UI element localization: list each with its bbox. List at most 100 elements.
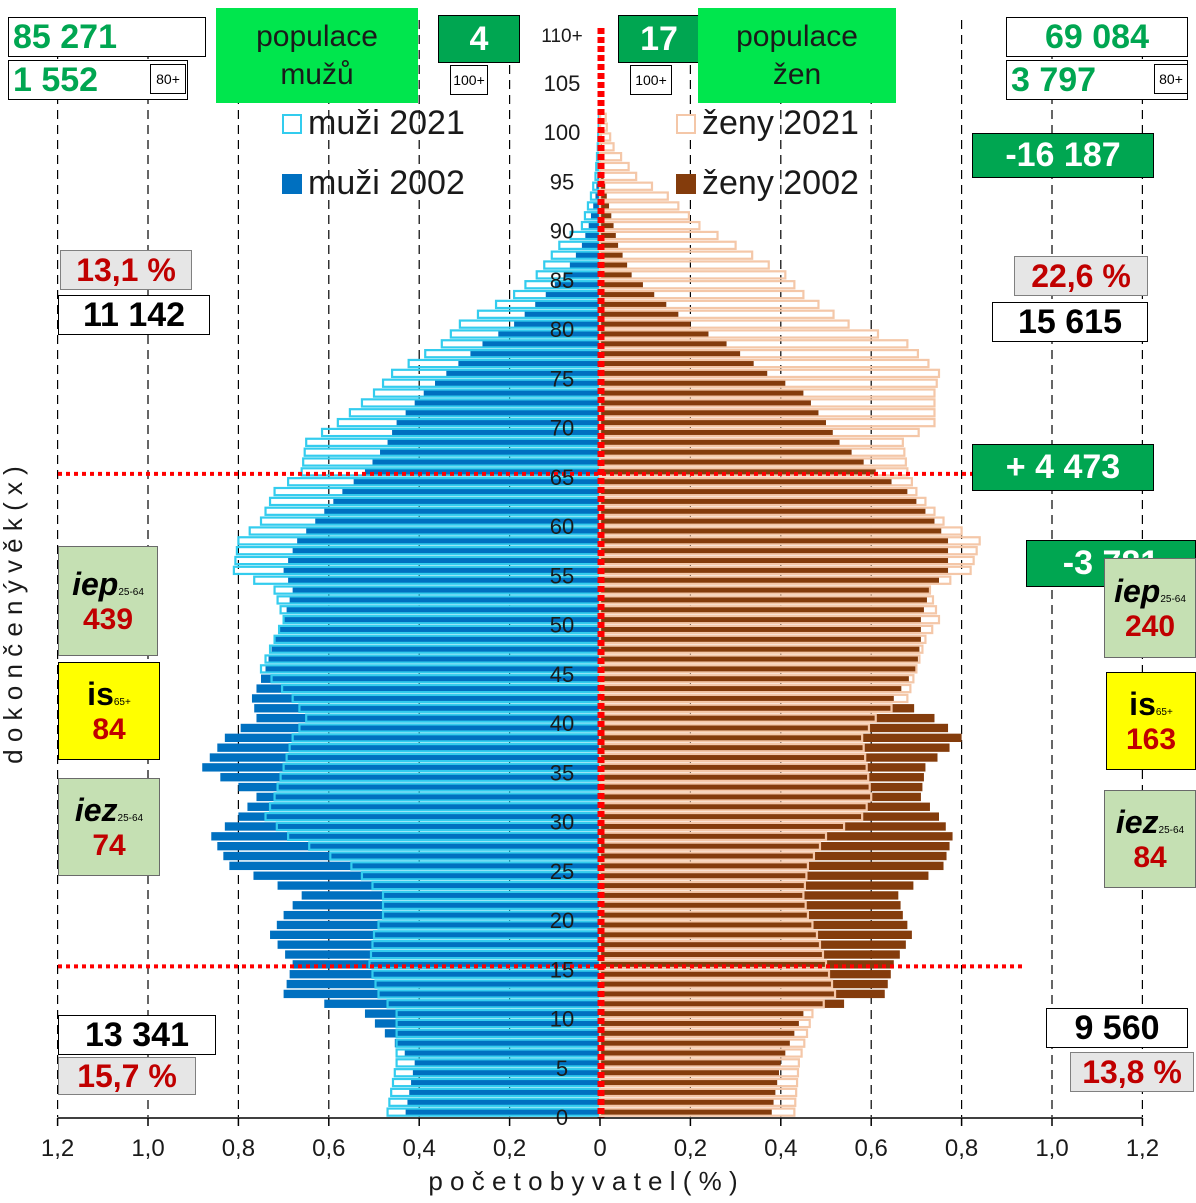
bar-women-2002-age-1 bbox=[600, 1098, 774, 1107]
bar-men-2002-age-3 bbox=[411, 1078, 600, 1087]
women-senior-pct: 22,6 % bbox=[1031, 257, 1131, 294]
women-iep-value: 240 bbox=[1124, 609, 1176, 643]
diff-top-box: -16 187 bbox=[972, 133, 1154, 178]
bar-women-2002-age-27 bbox=[600, 842, 950, 851]
bar-men-2002-age-54 bbox=[288, 576, 600, 585]
bar-women-2021-age-88 bbox=[598, 240, 737, 251]
bar-women-2002-age-3 bbox=[600, 1078, 778, 1087]
x-axis: 1,2 1,0 0,8 0,6 0,4 0,2 0 0,2 0,4 0,6 0,8 1,0 1,2 bbox=[41, 1117, 1159, 1162]
bar-men-2002-age-14 bbox=[289, 970, 600, 979]
bar-women-2002-age-66 bbox=[600, 457, 864, 467]
bar-men-2002-age-49 bbox=[279, 625, 600, 634]
bar-women-2002-age-25 bbox=[600, 861, 944, 871]
men-senior-count-box: 11 142 bbox=[58, 295, 210, 335]
bar-women-2002-age-81 bbox=[600, 310, 679, 319]
y-tick-label-30: 30 bbox=[550, 810, 574, 835]
bar-women-2021-age-5 bbox=[598, 1058, 800, 1068]
bar-women-2002-age-46 bbox=[600, 654, 918, 664]
bar-men-2002-age-41 bbox=[254, 704, 600, 713]
bar-men-2002-age-45 bbox=[265, 664, 600, 674]
men-iez-indicator: iez25-64 74 bbox=[58, 778, 160, 876]
bar-men-2002-age-75 bbox=[446, 369, 600, 378]
women-is-sub: 65+ bbox=[1155, 706, 1173, 718]
bar-men-2002-age-43 bbox=[256, 684, 600, 693]
diff-mid-value: + 4 473 bbox=[1005, 448, 1121, 486]
women-total-box: 69 084 bbox=[1006, 17, 1188, 57]
x-tick-label-3: 0,6 bbox=[312, 1135, 345, 1162]
men-is-indicator: is65+ 84 bbox=[58, 662, 160, 760]
bar-men-2002-age-60 bbox=[315, 516, 600, 526]
legend-label-men-2002: muži 2002 bbox=[308, 164, 465, 202]
bar-women-2021-age-90 bbox=[598, 220, 701, 231]
bar-women-2002-age-84 bbox=[600, 280, 643, 289]
bar-women-2002-age-49 bbox=[600, 625, 921, 634]
bar-men-2002-age-77 bbox=[470, 349, 600, 358]
y-tick-label-10: 10 bbox=[550, 1007, 574, 1032]
y-tick-label-20: 20 bbox=[550, 908, 574, 933]
bar-women-2021-age-69 bbox=[598, 427, 920, 438]
men-total-value: 85 271 bbox=[13, 17, 117, 56]
bar-men-2002-age-91 bbox=[590, 211, 600, 220]
bar-women-2002-age-7 bbox=[600, 1039, 790, 1048]
bar-men-2002-age-36 bbox=[209, 753, 601, 762]
men-population-label: populace mužů bbox=[216, 8, 418, 103]
bar-men-2002-age-30 bbox=[238, 812, 600, 821]
women-child-pct: 13,8 % bbox=[1082, 1053, 1182, 1090]
women-child-pct-box: 13,8 % bbox=[1070, 1052, 1194, 1092]
bar-women-2021-age-16 bbox=[598, 949, 825, 960]
bar-women-2021-age-58 bbox=[598, 536, 981, 546]
women-senior-count: 15 615 bbox=[1018, 302, 1122, 341]
bar-women-2002-age-92 bbox=[600, 201, 610, 211]
bar-women-2002-age-80 bbox=[600, 319, 691, 329]
women-100plus-value: 17 bbox=[640, 19, 678, 58]
bar-men-2002-age-0 bbox=[405, 1107, 600, 1117]
women-80plus-value: 3 797 bbox=[1011, 60, 1097, 99]
bar-women-2002-age-39 bbox=[600, 723, 949, 733]
bar-men-2002-age-84 bbox=[554, 280, 600, 289]
y-tick-label-110plus: 110+ bbox=[541, 26, 582, 47]
bar-women-2002-age-35 bbox=[600, 763, 926, 772]
legend-swatch-women-2021 bbox=[676, 114, 696, 134]
bar-men-2002-age-92 bbox=[593, 201, 600, 211]
bar-women-2002-age-65 bbox=[600, 467, 876, 477]
bar-men-2002-age-63 bbox=[342, 487, 600, 496]
bar-women-2002-age-83 bbox=[600, 290, 655, 299]
women-iep-name: iep bbox=[1114, 572, 1161, 609]
bar-women-2002-age-5 bbox=[600, 1058, 781, 1068]
bar-women-2021-age-27 bbox=[598, 841, 822, 851]
bar-women-2021-age-59 bbox=[598, 526, 963, 536]
bar-women-2002-age-60 bbox=[600, 516, 935, 526]
bar-men-2002-age-52 bbox=[289, 595, 600, 605]
bar-women-2021-age-28 bbox=[598, 831, 828, 842]
legend-label-women-2021: ženy 2021 bbox=[702, 104, 859, 142]
men-child-count: 13 341 bbox=[85, 1015, 189, 1054]
bar-women-2021-age-7 bbox=[598, 1038, 806, 1048]
bar-women-2002-age-31 bbox=[600, 802, 930, 811]
bar-women-2002-age-88 bbox=[600, 241, 619, 250]
bar-women-2002-age-38 bbox=[600, 733, 962, 742]
y-tick-label-15: 15 bbox=[550, 957, 574, 982]
x-tick-label-8: 0,4 bbox=[764, 1135, 797, 1162]
women-is-indicator: is65+ 163 bbox=[1106, 672, 1196, 770]
bar-women-2021-age-40 bbox=[598, 713, 877, 723]
bar-women-2002-age-20 bbox=[600, 910, 903, 920]
bar-women-2021-age-91 bbox=[598, 211, 690, 221]
bar-men-2002-age-17 bbox=[277, 940, 600, 949]
bar-men-2002-age-48 bbox=[274, 635, 600, 644]
men-80plus-value: 1 552 bbox=[13, 60, 99, 99]
men-100plus-value: 4 bbox=[469, 19, 489, 58]
x-tick-label-7: 0,2 bbox=[674, 1135, 707, 1162]
bar-women-2002-age-69 bbox=[600, 428, 833, 437]
bar-men-2002-age-13 bbox=[286, 979, 600, 989]
diff-top-value: -16 187 bbox=[1005, 136, 1121, 174]
bar-women-2002-age-91 bbox=[600, 211, 612, 220]
x-axis-title: p o č e t o b y v a t e l ( % ) bbox=[428, 1166, 737, 1196]
y-tick-label-75: 75 bbox=[550, 366, 574, 391]
bar-men-2002-age-34 bbox=[220, 773, 600, 782]
bar-women-2002-age-51 bbox=[600, 605, 924, 614]
bar-men-2002-age-78 bbox=[482, 339, 600, 348]
bar-men-2002-age-12 bbox=[283, 989, 600, 999]
men-100plus-tag: 100+ bbox=[450, 65, 488, 95]
bar-women-2002-age-18 bbox=[600, 930, 912, 939]
y-tick-label-90: 90 bbox=[550, 219, 574, 244]
